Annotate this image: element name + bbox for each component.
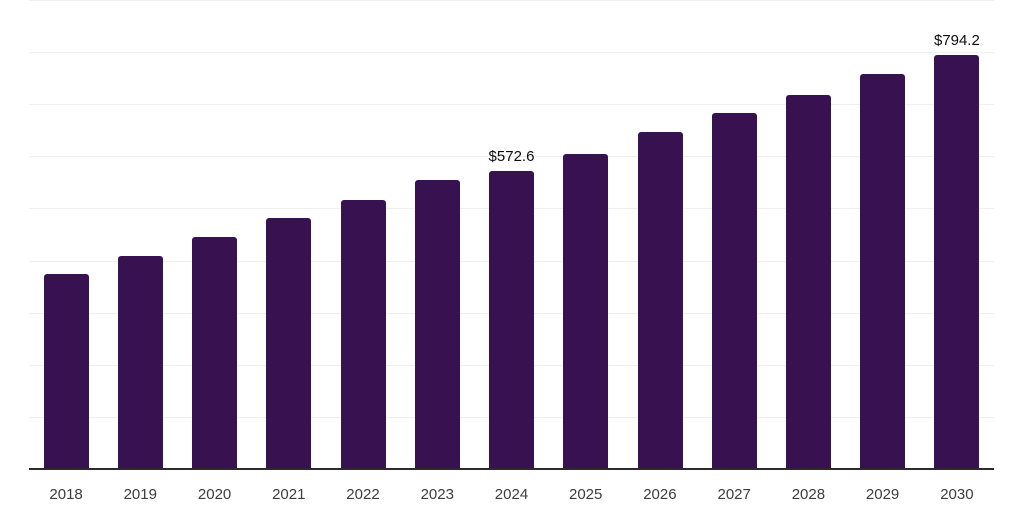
gridline	[29, 52, 994, 54]
x-tick-2022: 2022	[346, 486, 380, 503]
bar-2020[interactable]	[192, 236, 238, 469]
bar-2029[interactable]	[860, 74, 906, 469]
bar-2030[interactable]	[934, 55, 980, 469]
bar-2023[interactable]	[414, 180, 460, 469]
bar-2019[interactable]	[117, 256, 163, 469]
bar-2022[interactable]	[340, 200, 386, 469]
x-tick-2027: 2027	[717, 486, 751, 503]
x-tick-2021: 2021	[272, 486, 306, 503]
gridline	[29, 104, 994, 106]
value-label-2024: $572.6	[488, 147, 535, 165]
x-tick-2029: 2029	[865, 486, 900, 503]
gridline	[29, 0, 994, 1]
x-tick-2024: 2024	[494, 486, 529, 503]
bar-2025[interactable]	[563, 154, 609, 469]
bar-2026[interactable]	[637, 132, 683, 469]
plot-area: $572.6 $794.2	[29, 0, 994, 470]
x-tick-2028: 2028	[791, 486, 826, 503]
gridline	[29, 156, 994, 158]
bar-2024[interactable]	[489, 170, 534, 469]
x-axis-line	[29, 468, 994, 470]
x-tick-2019: 2019	[123, 486, 157, 503]
x-tick-2026: 2026	[643, 486, 677, 503]
x-tick-2025: 2025	[569, 486, 603, 503]
x-tick-2020: 2020	[197, 486, 232, 503]
value-label-2030: $794.2	[933, 32, 980, 50]
x-tick-2023: 2023	[420, 486, 454, 503]
bar-2028[interactable]	[785, 95, 831, 469]
bar-2018[interactable]	[43, 274, 89, 469]
x-tick-2030: 2030	[940, 486, 974, 503]
x-tick-2018: 2018	[49, 486, 83, 503]
bar-2027[interactable]	[711, 113, 757, 469]
bar-2021[interactable]	[266, 218, 312, 469]
